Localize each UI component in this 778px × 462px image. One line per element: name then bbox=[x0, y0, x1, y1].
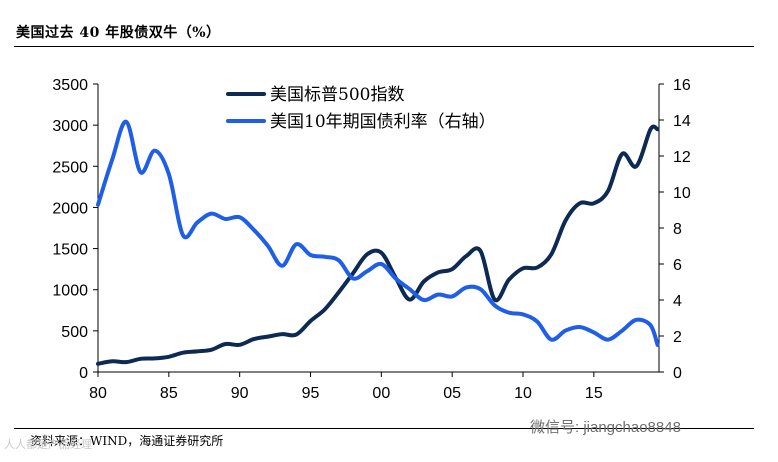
x-tick-label: 95 bbox=[302, 385, 320, 402]
x-tick-label: 85 bbox=[160, 385, 178, 402]
x-tick-label: 10 bbox=[514, 385, 532, 402]
right-tick-label: 6 bbox=[673, 257, 682, 274]
legend-label-sp500: 美国标普500指数 bbox=[270, 85, 404, 105]
left-tick-label: 0 bbox=[79, 365, 88, 382]
title-rule bbox=[14, 46, 754, 47]
treasury-yield-series-line bbox=[96, 119, 660, 347]
sp500-series-line bbox=[96, 124, 660, 366]
source-rule bbox=[14, 428, 754, 429]
x-tick-label: 15 bbox=[585, 385, 603, 402]
right-tick-label: 12 bbox=[673, 149, 691, 166]
x-tick-label: 05 bbox=[443, 385, 461, 402]
left-tick-label: 1500 bbox=[52, 242, 88, 259]
left-tick-label: 3500 bbox=[52, 77, 88, 94]
left-tick-label: 2000 bbox=[52, 200, 88, 217]
right-tick-label: 0 bbox=[673, 365, 682, 382]
x-tick-label: 80 bbox=[89, 385, 107, 402]
watermark-left: 人人都是产品经理 bbox=[4, 438, 92, 451]
right-tick-label: 10 bbox=[673, 185, 691, 202]
right-tick-label: 16 bbox=[673, 77, 691, 94]
x-tick-label: 00 bbox=[372, 385, 390, 402]
chart-title: 美国过去 40 年股债双牛（%） bbox=[16, 25, 221, 41]
right-tick-label: 4 bbox=[673, 293, 682, 310]
left-tick-label: 3000 bbox=[52, 118, 88, 135]
right-tick-label: 14 bbox=[673, 113, 691, 130]
source-note: 资料来源：WIND，海通证券研究所 bbox=[30, 434, 224, 448]
legend-label-treasury: 美国10年期国债利率（右轴） bbox=[270, 112, 496, 132]
right-tick-label: 2 bbox=[673, 329, 682, 346]
right-tick-label: 8 bbox=[673, 221, 682, 238]
left-tick-label: 1000 bbox=[52, 283, 88, 300]
left-tick-label: 2500 bbox=[52, 159, 88, 176]
watermark-right: 微信号: jiangchao8848 bbox=[530, 419, 681, 436]
x-tick-label: 90 bbox=[231, 385, 249, 402]
left-tick-label: 500 bbox=[61, 324, 88, 341]
